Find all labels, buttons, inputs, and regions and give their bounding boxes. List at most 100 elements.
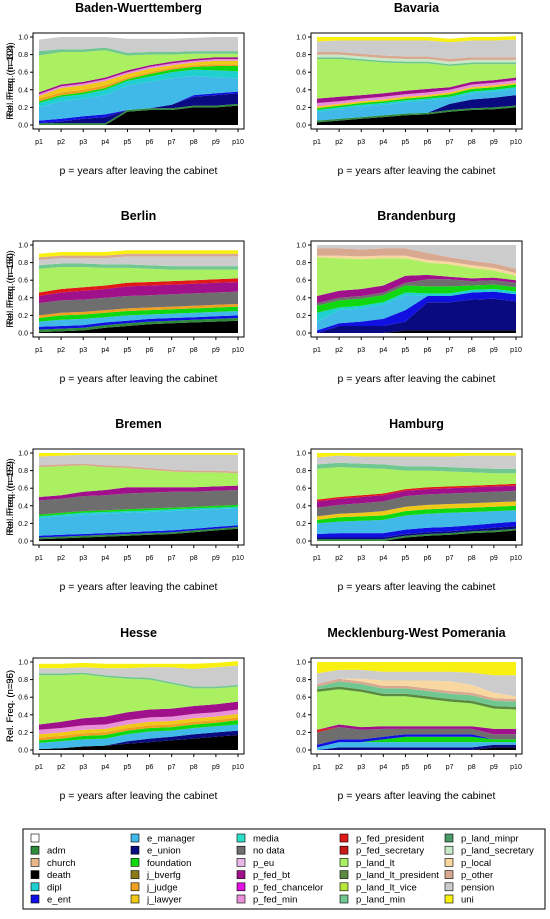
legend-label-p_fed_min: p_fed_min <box>253 895 297 906</box>
y-tick-label: 0.2 <box>296 730 306 737</box>
x-tick-label: p9 <box>212 139 220 146</box>
legend-swatch-p_fed_bt <box>236 870 246 879</box>
area-e_union <box>317 526 516 540</box>
area-dipl <box>39 506 238 519</box>
x-tick-label: p7 <box>446 139 454 146</box>
plot-frame <box>310 657 523 755</box>
x-tick-label: p9 <box>490 764 498 771</box>
area-p_fed_bt <box>39 485 238 501</box>
area-p_land_secretary <box>317 54 516 65</box>
area-p_other <box>39 463 238 474</box>
legend-swatch-church <box>30 858 40 867</box>
legend-label-p_fed_chancelor: p_fed_chancelor <box>253 882 323 893</box>
x-tick-label: p4 <box>101 139 109 146</box>
x-tick-label: p6 <box>424 139 432 146</box>
area-e_ent <box>39 91 238 124</box>
x-axis-label: p = years after leaving the cabinet <box>60 165 218 177</box>
area-e_ent <box>317 291 516 333</box>
y-tick-label: 0.4 <box>18 712 28 719</box>
area-no_data <box>39 291 238 316</box>
legend-swatch-dipl <box>30 882 40 892</box>
legend-label-j_judge: j_judge <box>146 882 178 893</box>
x-tick-label: p6 <box>424 347 432 354</box>
x-tick-label: p9 <box>490 139 498 146</box>
x-tick-label: p7 <box>168 347 176 354</box>
x-tick-label: p3 <box>79 555 87 562</box>
area-pension <box>317 669 516 697</box>
y-axis-label: Rel. Freq. (n=150) <box>5 250 16 327</box>
area-j_judge <box>39 717 238 741</box>
area-p_other <box>317 248 516 274</box>
area-p_land_min <box>317 681 516 707</box>
x-tick-label: p8 <box>468 764 476 771</box>
x-tick-label: p4 <box>101 555 109 562</box>
area-p_other <box>317 52 516 62</box>
area-e_manager <box>39 311 238 327</box>
x-tick-label: p5 <box>124 555 132 562</box>
y-tick-label: 0.4 <box>296 712 306 719</box>
legend-label-church: church <box>47 858 76 869</box>
area-foundation <box>39 306 238 322</box>
area-j_lawyer <box>317 82 516 109</box>
x-tick-label: p5 <box>402 764 410 771</box>
y-axis-label: Rel. Freq. (n=96) <box>5 670 16 742</box>
area-foundation <box>317 84 516 110</box>
y-tick-label: 1.0 <box>296 451 306 458</box>
legend-label-p_fed_secretary: p_fed_secretary <box>356 846 424 857</box>
x-tick-label: p8 <box>468 347 476 354</box>
legend-label-p_land_lt: p_land_lt <box>356 858 395 869</box>
legend-label-pension: pension <box>461 882 494 893</box>
legend-label-p_other: p_other <box>461 870 493 881</box>
area-pension <box>39 665 238 687</box>
plot-frame <box>310 448 523 546</box>
area-death <box>39 105 238 125</box>
x-tick-label: p2 <box>57 555 65 562</box>
y-tick-label: 1.0 <box>18 451 28 458</box>
area-foundation <box>39 504 238 517</box>
area-p_fed_bt <box>317 274 516 304</box>
x-tick-label: p10 <box>232 764 244 771</box>
legend-swatch-foundation <box>130 858 140 867</box>
panel-title: Berlin <box>121 209 156 223</box>
area-foundation <box>39 720 238 743</box>
y-tick-label: 0.0 <box>296 539 306 546</box>
area-foundation <box>39 66 238 103</box>
y-tick-label: 1.0 <box>296 35 306 42</box>
area-death <box>39 735 238 750</box>
x-axis-label: p = years after leaving the cabinet <box>60 373 218 385</box>
area-pension <box>39 454 238 472</box>
x-tick-label: p9 <box>490 555 498 562</box>
area-p_fed_bt <box>317 77 516 103</box>
x-tick-label: p7 <box>446 347 454 354</box>
x-tick-label: p8 <box>190 139 198 146</box>
legend-swatch-p_local <box>444 858 454 867</box>
area-uni <box>317 453 516 458</box>
area-p_fed_president <box>39 278 238 296</box>
x-tick-label: p8 <box>190 347 198 354</box>
y-tick-label: 0.8 <box>296 677 306 684</box>
y-tick-label: 0.2 <box>296 105 306 112</box>
x-tick-label: p5 <box>402 139 410 146</box>
x-tick-label: p3 <box>357 347 365 354</box>
area-pension <box>317 455 516 469</box>
y-tick-label: 0.6 <box>18 486 28 493</box>
area-adm <box>39 103 238 125</box>
x-tick-label: p10 <box>510 347 522 354</box>
area-p_land_lt <box>39 465 238 497</box>
area-e_manager <box>317 742 516 750</box>
y-tick-label: 0.6 <box>18 278 28 285</box>
x-tick-label: p6 <box>424 764 432 771</box>
y-tick-label: 0.8 <box>18 52 28 59</box>
x-tick-label: p2 <box>57 139 65 146</box>
y-tick-label: 1.0 <box>296 243 306 250</box>
area-e_manager <box>39 508 238 536</box>
y-axis-label: Rel. Freq. (n=38) <box>5 253 16 325</box>
y-tick-label: 0.8 <box>18 677 28 684</box>
x-tick-label: p10 <box>510 139 522 146</box>
legend-swatch-p_fed_secretary <box>339 845 349 855</box>
x-tick-label: p2 <box>335 139 343 146</box>
area-p_other <box>39 253 238 260</box>
area-pension <box>39 37 238 53</box>
area-e_manager <box>39 724 238 750</box>
area-e_ent <box>39 525 238 538</box>
